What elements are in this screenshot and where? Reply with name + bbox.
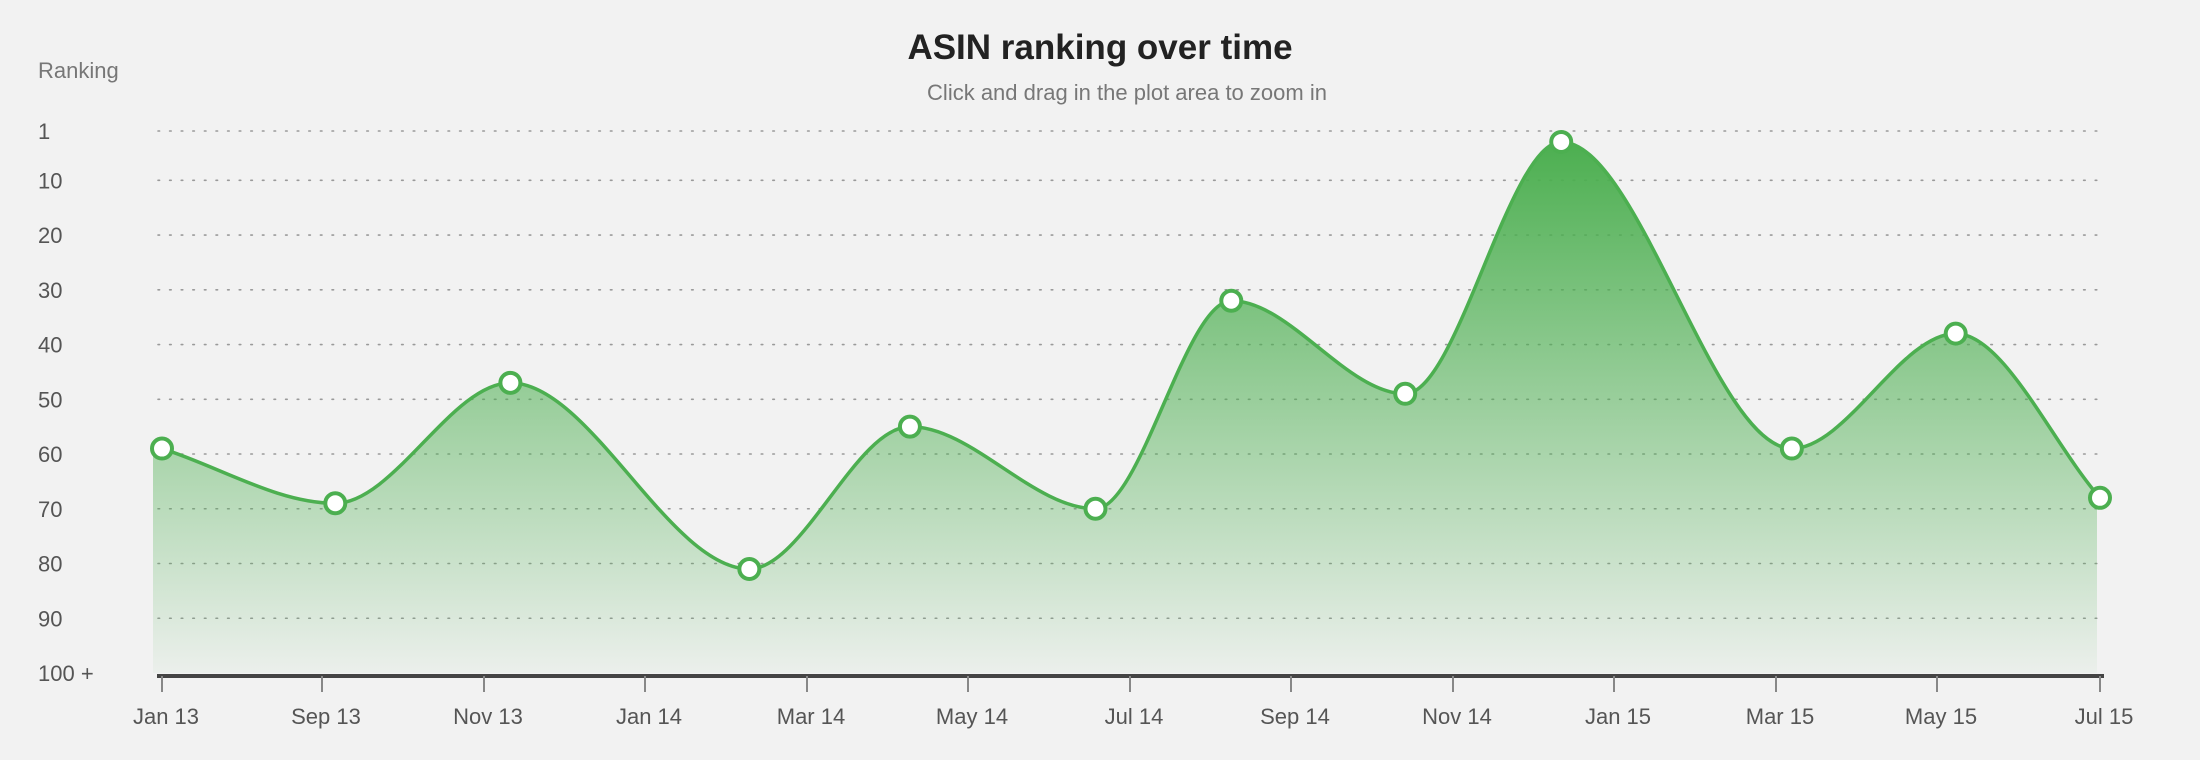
x-tick-label: Jan 13 xyxy=(133,704,199,729)
y-tick-label: 1 xyxy=(38,119,50,144)
y-tick-label: 100 + xyxy=(38,661,94,686)
y-tick-label: 90 xyxy=(38,606,62,631)
data-point xyxy=(1219,288,1244,313)
data-point xyxy=(150,436,174,461)
x-tick-label: Sep 13 xyxy=(291,704,361,729)
x-axis xyxy=(157,674,2104,692)
data-point xyxy=(897,414,922,439)
x-tick-label: May 14 xyxy=(936,704,1008,729)
data-point xyxy=(1943,321,1968,346)
x-tick-label: Nov 14 xyxy=(1422,704,1492,729)
x-tick-label: Mar 15 xyxy=(1746,704,1814,729)
x-tick-label: Jul 14 xyxy=(1105,704,1164,729)
data-point xyxy=(737,556,762,581)
area-fill xyxy=(153,141,2100,673)
chart-title: ASIN ranking over time xyxy=(907,28,1292,67)
y-tick-label: 10 xyxy=(38,168,62,193)
x-tick-label: Jan 15 xyxy=(1585,704,1651,729)
data-points xyxy=(150,129,2112,581)
y-axis-labels: 1 10 20 30 40 50 60 70 80 90 100 + xyxy=(38,119,94,686)
y-tick-label: 60 xyxy=(38,442,62,467)
x-tick-label: May 15 xyxy=(1905,704,1977,729)
data-point xyxy=(1393,381,1418,406)
chart-subtitle: Click and drag in the plot area to zoom … xyxy=(927,80,1327,105)
x-tick-label: Mar 14 xyxy=(777,704,845,729)
y-tick-label: 20 xyxy=(38,223,62,248)
y-tick-label: 70 xyxy=(38,497,62,522)
x-tick-label: Sep 14 xyxy=(1260,704,1330,729)
y-tick-label: 30 xyxy=(38,278,62,303)
x-axis-labels: Jan 13 Sep 13 Nov 13 Jan 14 Mar 14 May 14 Jul … xyxy=(133,704,2133,729)
data-point xyxy=(2088,485,2112,510)
x-tick-label: Jul 15 xyxy=(2075,704,2134,729)
y-tick-label: 50 xyxy=(38,387,62,412)
data-point xyxy=(1083,496,1108,521)
y-tick-label: 40 xyxy=(38,333,62,358)
area-series xyxy=(153,140,2102,673)
data-point xyxy=(1549,129,1574,154)
data-point xyxy=(323,491,348,516)
y-tick-label: 80 xyxy=(38,552,62,577)
data-point xyxy=(1779,436,1804,461)
y-axis-title: Ranking xyxy=(38,58,119,83)
x-tick-label: Nov 13 xyxy=(453,704,523,729)
data-point xyxy=(498,370,523,395)
x-tick-label: Jan 14 xyxy=(616,704,682,729)
